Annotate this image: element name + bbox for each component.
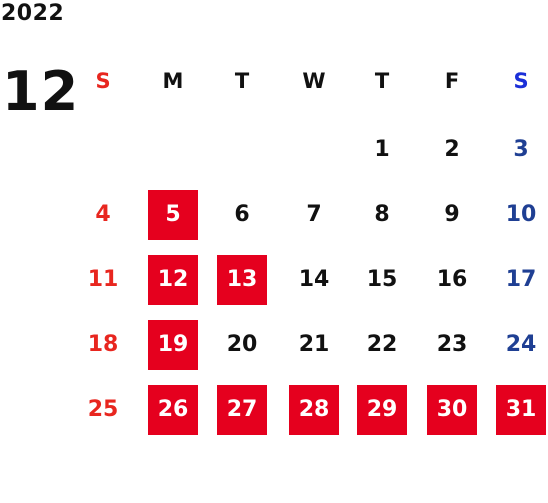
- day-cell-10: 10: [505, 202, 537, 227]
- day-cell-26: 26: [148, 385, 198, 435]
- day-cell-27: 27: [217, 385, 267, 435]
- day-cell-1: 1: [374, 137, 390, 162]
- month-number: 12: [2, 60, 80, 123]
- day-cell-24: 24: [505, 332, 537, 357]
- day-cell-29: 29: [357, 385, 407, 435]
- day-cell-23: 23: [436, 332, 468, 357]
- day-cell-22: 22: [366, 332, 398, 357]
- year-label: 2022: [1, 1, 65, 26]
- day-cell-9: 9: [444, 202, 460, 227]
- day-cell-7: 7: [306, 202, 322, 227]
- day-cell-15: 15: [366, 267, 398, 292]
- day-cell-5: 5: [148, 190, 198, 240]
- weekday-header-mon: M: [162, 68, 184, 93]
- day-cell-21: 21: [298, 332, 330, 357]
- day-cell-14: 14: [298, 267, 330, 292]
- day-cell-8: 8: [374, 202, 390, 227]
- day-cell-2: 2: [444, 137, 460, 162]
- day-cell-31: 31: [496, 385, 546, 435]
- day-cell-17: 17: [505, 267, 537, 292]
- day-cell-13: 13: [217, 255, 267, 305]
- weekday-header-sun: S: [95, 68, 111, 93]
- weekday-header-sat: S: [513, 68, 529, 93]
- day-cell-20: 20: [226, 332, 258, 357]
- weekday-header-fri: F: [444, 68, 460, 93]
- day-cell-19: 19: [148, 320, 198, 370]
- day-cell-3: 3: [513, 137, 529, 162]
- day-cell-12: 12: [148, 255, 198, 305]
- weekday-header-thu: T: [374, 68, 390, 93]
- day-cell-28: 28: [289, 385, 339, 435]
- day-cell-4: 4: [95, 202, 111, 227]
- weekday-header-tue: T: [234, 68, 250, 93]
- day-cell-30: 30: [427, 385, 477, 435]
- day-cell-25: 25: [87, 397, 119, 422]
- day-cell-16: 16: [436, 267, 468, 292]
- weekday-header-wed: W: [302, 68, 326, 93]
- day-cell-6: 6: [234, 202, 250, 227]
- day-cell-18: 18: [87, 332, 119, 357]
- day-cell-11: 11: [87, 267, 119, 292]
